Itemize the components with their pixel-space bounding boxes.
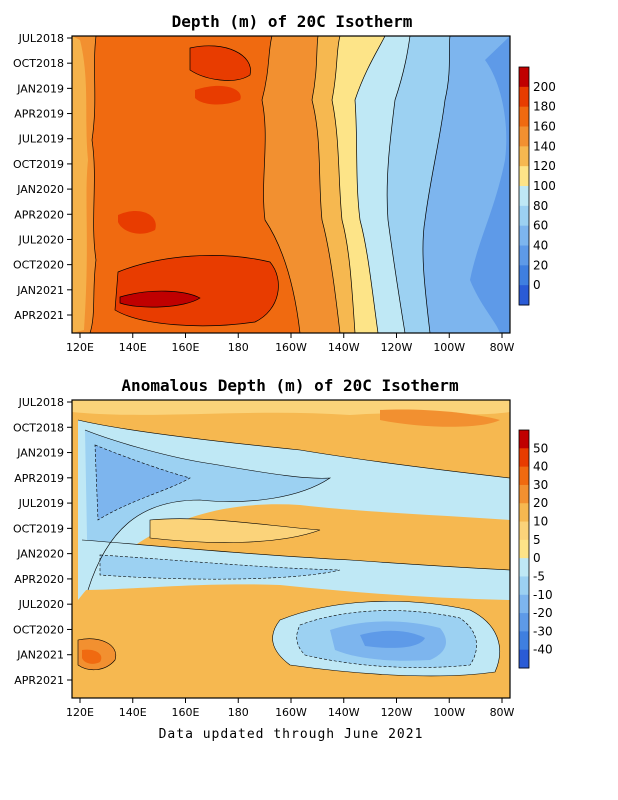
top-colorbar-swatch [519, 245, 529, 266]
bottom-y-tick-label: OCT2020 [13, 623, 64, 636]
bottom-x-tick-label: 180 [228, 706, 249, 719]
bottom-x-tick-label: 120W [381, 706, 413, 719]
top-colorbar-swatch [519, 126, 529, 147]
bottom-colorbar-swatch [519, 576, 529, 596]
bottom-colorbar-frame [518, 429, 530, 669]
top-y-tick-label: JUL2020 [18, 233, 64, 246]
bottom-colorbar-swatch [519, 466, 529, 486]
bottom-x-tick-label: 100W [433, 706, 465, 719]
bottom-colorbar-label: -30 [533, 624, 553, 638]
bottom-colorbar-label: 30 [533, 478, 548, 492]
top-x-tick-label: 120W [381, 341, 413, 354]
bottom-colorbar-swatch [519, 484, 529, 504]
bottom-x-tick-label: 140E [119, 706, 147, 719]
top-colorbar-label: 180 [533, 100, 556, 114]
top-y-tick-label: APR2021 [14, 309, 64, 322]
bottom-x-tick-label: 160W [275, 706, 307, 719]
top-colorbar-label: 200 [533, 80, 556, 94]
bottom-y-tick-label: APR2020 [14, 573, 64, 586]
top-colorbar-swatch [519, 67, 529, 88]
bottom-colorbar-swatch [519, 430, 529, 449]
top-colorbar-swatch [519, 186, 529, 207]
top-x-tick-label: 120E [66, 341, 94, 354]
bottom-y-tick-label: JUL2019 [18, 497, 64, 510]
bottom-y-tick-label: JUL2018 [18, 396, 64, 409]
top-colorbar-label: 100 [533, 179, 556, 193]
bottom-colorbar-swatch [519, 558, 529, 577]
bottom-colorbar-label: 20 [533, 496, 548, 510]
top-colorbar-label: 140 [533, 139, 556, 153]
bottom-y-tick-label: APR2021 [14, 674, 64, 687]
bottom-colorbar-swatch [519, 503, 529, 523]
top-colorbar-swatch [519, 265, 529, 286]
bottom-x-tick-label: 160E [172, 706, 200, 719]
top-x-tick-label: 160W [275, 341, 307, 354]
bottom-colorbar-swatch [519, 594, 529, 614]
footer-note: Data updated through June 2021 [159, 727, 424, 742]
bottom-colorbar-label: 10 [533, 515, 548, 529]
top-colorbar-swatch [519, 205, 529, 227]
bottom-colorbar-swatch [519, 631, 529, 651]
bottom-colorbar-label: -20 [533, 606, 553, 620]
top-y-tick-label: APR2020 [14, 208, 64, 221]
bottom-x-tick-label: 140W [328, 706, 360, 719]
bottom-heatmap-field [72, 400, 511, 698]
top-x-tick-label: 80W [490, 341, 515, 354]
bottom-y-tick-label: JAN2021 [16, 649, 64, 662]
top-colorbar-frame [518, 66, 530, 306]
bottom-y-tick-label: JAN2019 [16, 447, 64, 460]
top-x-tick-label: 140W [328, 341, 360, 354]
bottom-colorbar-swatch [519, 521, 529, 541]
top-colorbar-swatch [519, 225, 529, 246]
top-colorbar-label: 20 [533, 258, 548, 272]
top-x-tick-label: 180 [228, 341, 249, 354]
top-y-tick-label: JUL2018 [18, 32, 64, 45]
top-y-tick-label: JAN2021 [16, 284, 64, 297]
bottom-y-tick-label: JAN2020 [16, 548, 64, 561]
bottom-colorbar-label: 50 [533, 441, 548, 455]
top-heatmap-field [72, 35, 510, 334]
top-colorbar-swatch [519, 146, 529, 167]
bottom-y-tick-label: JUL2020 [18, 598, 64, 611]
bottom-y-tick-label: OCT2019 [13, 522, 64, 535]
bottom-title: Anomalous Depth (m) of 20C Isotherm [121, 376, 459, 395]
top-y-tick-label: OCT2020 [13, 259, 64, 272]
bottom-colorbar-label: 5 [533, 533, 541, 547]
top-colorbar-label: 60 [533, 219, 548, 233]
bottom-colorbar-label: -5 [533, 569, 545, 583]
bottom-colorbar-label: -10 [533, 588, 553, 602]
top-x-tick-label: 160E [172, 341, 200, 354]
bottom-colorbar-swatch [519, 613, 529, 632]
bottom-colorbar-label: 40 [533, 460, 548, 474]
top-colorbar-swatch [519, 166, 529, 187]
top-colorbar-swatch [519, 285, 529, 306]
bottom-colorbar-label: -40 [533, 643, 553, 657]
bottom-y-tick-label: OCT2018 [13, 421, 64, 434]
top-y-tick-label: OCT2018 [13, 57, 64, 70]
top-y-tick-label: JAN2020 [16, 183, 64, 196]
top-colorbar-label: 80 [533, 199, 548, 213]
bottom-x-tick-label: 80W [490, 706, 515, 719]
top-colorbar-label: 40 [533, 239, 548, 253]
top-y-tick-label: JUL2019 [18, 133, 64, 146]
top-colorbar-label: 160 [533, 120, 556, 134]
bottom-colorbar-swatch [519, 539, 529, 559]
bottom-x-tick-label: 120E [66, 706, 94, 719]
top-colorbar-label: 120 [533, 159, 556, 173]
top-colorbar-swatch [519, 86, 529, 108]
top-title: Depth (m) of 20C Isotherm [172, 12, 413, 31]
bottom-colorbar-swatch [519, 649, 529, 669]
bottom-colorbar-label: 0 [533, 551, 541, 565]
top-x-tick-label: 100W [433, 341, 465, 354]
top-y-tick-label: OCT2019 [13, 158, 64, 171]
top-x-tick-label: 140E [119, 341, 147, 354]
bottom-y-tick-label: APR2019 [14, 472, 64, 485]
top-y-tick-label: APR2019 [14, 108, 64, 121]
bottom-colorbar-swatch [519, 448, 529, 468]
top-colorbar-label: 0 [533, 278, 541, 292]
top-y-tick-label: JAN2019 [16, 82, 64, 95]
top-colorbar-swatch [519, 106, 529, 127]
